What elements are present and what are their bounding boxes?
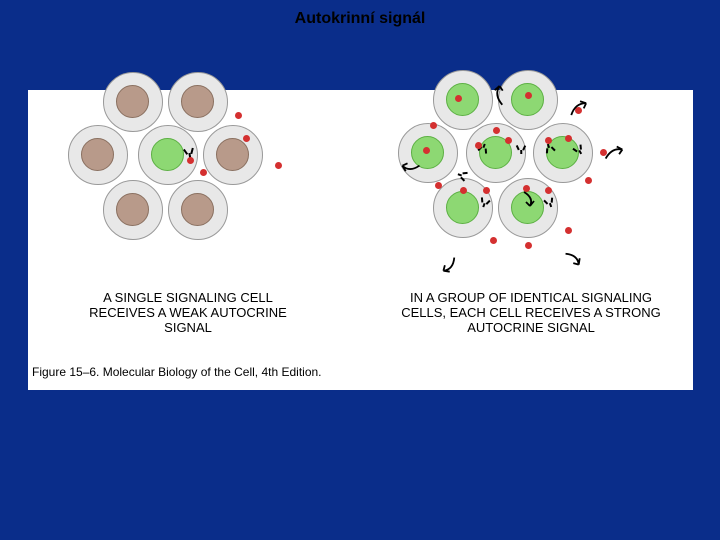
left-caption-line2: RECEIVES A WEAK AUTOCRINE [58,305,318,320]
right-caption-line1: IN A GROUP OF IDENTICAL SIGNALING [366,290,696,305]
cell [203,125,263,185]
cell [103,180,163,240]
signal-molecule [435,182,442,189]
signal-molecule [490,237,497,244]
signal-molecule [525,92,532,99]
signal-molecule [585,177,592,184]
left-caption-line3: SIGNAL [58,320,318,335]
right-caption-line3: AUTOCRINE SIGNAL [366,320,696,335]
nucleus [81,138,114,171]
signal-molecule [565,227,572,234]
nucleus [116,193,149,226]
nucleus [181,193,214,226]
signal-molecule [525,242,532,249]
signal-molecule [493,127,500,134]
nucleus [116,85,149,118]
cell [168,72,228,132]
nucleus [446,83,479,116]
signal-molecule [430,122,437,129]
arrow-icon [565,92,600,121]
signal-molecule [460,187,467,194]
arrow-icon [518,190,538,216]
slide-root: Autokrinní signál A SINGLE SIGNALING CEL… [0,0,720,540]
signal-molecule [423,147,430,154]
figure-area: A SINGLE SIGNALING CELL RECEIVES A WEAK … [28,90,693,390]
right-caption-line2: CELLS, EACH CELL RECEIVES A STRONG [366,305,696,320]
cell [168,180,228,240]
nucleus [216,138,249,171]
cell [103,72,163,132]
arrow-icon [429,251,463,282]
figure-citation: Figure 15–6. Molecular Biology of the Ce… [32,365,322,379]
signal-molecule [545,137,552,144]
receptor-icon [516,145,526,154]
signal-molecule [483,187,490,194]
signal-molecule [545,187,552,194]
signal-molecule [200,169,207,176]
slide-title: Autokrinní signál [0,10,720,28]
left-caption: A SINGLE SIGNALING CELL RECEIVES A WEAK … [58,290,318,335]
arrow-icon [601,140,634,165]
arrow-icon [559,245,590,279]
nucleus [511,83,544,116]
cell [533,123,593,183]
signal-molecule [565,135,572,142]
signal-molecule [235,112,242,119]
nucleus [446,191,479,224]
cell [68,125,128,185]
signal-molecule [187,157,194,164]
signal-molecule [505,137,512,144]
left-caption-line1: A SINGLE SIGNALING CELL [58,290,318,305]
nucleus [181,85,214,118]
cell [433,70,493,130]
signal-molecule [455,95,462,102]
signal-molecule [475,142,482,149]
right-caption: IN A GROUP OF IDENTICAL SIGNALING CELLS,… [366,290,696,335]
signal-molecule [275,162,282,169]
nucleus [151,138,184,171]
signal-molecule [243,135,250,142]
